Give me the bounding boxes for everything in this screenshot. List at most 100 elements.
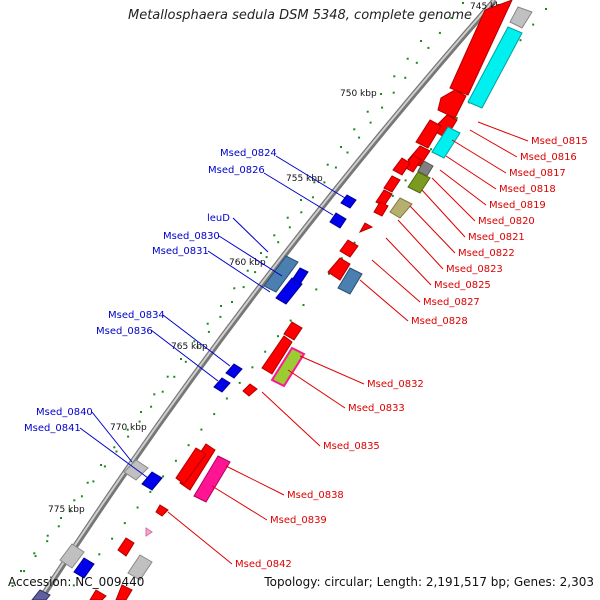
gc-dot	[326, 163, 329, 166]
gene-arrow[interactable]	[389, 197, 413, 219]
gene-label[interactable]: Msed_0831	[152, 246, 209, 257]
gene-arrow[interactable]	[383, 175, 401, 193]
gc-dot	[92, 480, 95, 483]
gene-arrow[interactable]	[437, 89, 467, 119]
gene-arrow[interactable]	[339, 239, 359, 258]
gene-arrow[interactable]	[283, 321, 303, 341]
gene-arrow[interactable]	[193, 455, 231, 503]
leader-line	[211, 485, 268, 521]
tick-label: 765 kbp	[171, 342, 208, 352]
gc-dot	[286, 216, 289, 219]
gc-dot	[340, 146, 342, 148]
gene-label[interactable]: Msed_0827	[423, 297, 480, 308]
gc-dot	[69, 510, 72, 513]
gene-label[interactable]: Msed_0825	[434, 280, 491, 291]
gene-arrow[interactable]	[373, 201, 389, 217]
gc-dot	[545, 8, 547, 10]
gene-label[interactable]: Msed_0816	[520, 152, 577, 163]
gc-dot	[450, 17, 453, 19]
gene-arrow[interactable]	[392, 157, 411, 176]
gene-arrow[interactable]	[145, 527, 153, 537]
gene-arrow[interactable]	[59, 543, 85, 569]
gene-arrow[interactable]	[263, 255, 299, 293]
gene-arrow[interactable]	[327, 257, 351, 281]
gc-dot	[315, 288, 318, 291]
gene-arrow[interactable]	[275, 277, 303, 305]
gc-dot	[23, 570, 26, 573]
leader-line	[385, 237, 432, 286]
gc-dot	[173, 375, 176, 378]
gene-arrow[interactable]	[141, 471, 163, 491]
gene-arrow[interactable]	[155, 504, 169, 517]
gene-arrow[interactable]	[31, 589, 51, 600]
gene-label[interactable]: Msed_0817	[509, 168, 566, 179]
gc-dot	[353, 241, 356, 244]
gc-dot	[404, 179, 407, 182]
gene-arrow[interactable]	[123, 459, 149, 481]
gc-dot	[46, 534, 49, 537]
gc-dot	[140, 411, 142, 413]
gene-label[interactable]: Msed_0819	[489, 200, 546, 211]
leader-line	[261, 391, 321, 447]
gene-arrow[interactable]	[73, 557, 95, 579]
gc-dot	[115, 450, 118, 453]
gc-dot	[60, 517, 62, 519]
gene-label[interactable]: Msed_0836	[96, 326, 153, 337]
gene-arrow[interactable]	[242, 383, 258, 397]
gc-dot	[220, 305, 222, 307]
gc-dot	[207, 330, 210, 333]
gene-arrow[interactable]	[449, 0, 513, 96]
gene-label[interactable]: Msed_0842	[235, 559, 292, 570]
gc-dot	[311, 196, 314, 199]
gene-label[interactable]: Msed_0838	[287, 490, 344, 501]
gc-dot	[162, 475, 165, 478]
gc-dot	[438, 31, 441, 34]
gene-arrow[interactable]	[175, 447, 207, 485]
gene-arrow[interactable]	[115, 584, 133, 600]
label-leader-lines	[79, 121, 529, 565]
gene-label[interactable]: Msed_0841	[24, 423, 81, 434]
gene-label[interactable]: Msed_0823	[446, 264, 503, 275]
gene-arrow[interactable]	[89, 589, 107, 600]
gene-label[interactable]: leuD	[207, 213, 230, 224]
gene-label[interactable]: Msed_0818	[499, 184, 556, 195]
gene-arrow[interactable]	[358, 222, 374, 234]
gene-arrow[interactable]	[117, 537, 135, 557]
map-title: Metallosphaera sedula DSM 5348, complete…	[127, 8, 473, 23]
gene-arrow[interactable]	[509, 6, 533, 29]
gene-label[interactable]: Msed_0828	[411, 316, 468, 327]
tick-label: 770 kbp	[110, 423, 147, 433]
gene-arrow[interactable]	[415, 119, 442, 149]
gc-dot	[233, 287, 236, 290]
gene-arrow[interactable]	[337, 267, 363, 295]
gc-dot	[246, 269, 249, 272]
gene-label[interactable]: Msed_0840	[36, 407, 93, 418]
gene-label[interactable]: Msed_0832	[367, 379, 424, 390]
gene-arrow[interactable]	[213, 377, 231, 393]
gene-arrow[interactable]	[329, 212, 347, 229]
gene-label[interactable]: Msed_0826	[208, 165, 265, 176]
gene-label[interactable]: Msed_0830	[163, 231, 220, 242]
gene-arrow[interactable]	[467, 26, 523, 109]
gene-label[interactable]: Msed_0821	[468, 232, 525, 243]
gc-dot	[166, 375, 169, 378]
gene-arrow[interactable]	[261, 335, 293, 375]
gene-label[interactable]: Msed_0824	[220, 148, 277, 159]
gene-label[interactable]: Msed_0822	[458, 248, 515, 259]
gc-dot	[213, 413, 216, 416]
gene-label[interactable]: Msed_0839	[270, 515, 327, 526]
gc-dot	[300, 211, 303, 214]
gene-arrow[interactable]	[127, 554, 153, 581]
gene-arrow[interactable]	[270, 346, 306, 388]
gene-label[interactable]: Msed_0835	[323, 441, 380, 452]
gene-arrow[interactable]	[407, 171, 431, 194]
gene-arrow[interactable]	[431, 126, 461, 159]
gene-label[interactable]: Msed_0820	[478, 216, 535, 227]
gene-label[interactable]: Msed_0834	[108, 310, 165, 321]
gene-label[interactable]: Msed_0833	[348, 403, 405, 414]
gene-label[interactable]: Msed_0815	[531, 136, 588, 147]
tick-label: 760 kbp	[229, 258, 266, 268]
gene-arrow[interactable]	[225, 363, 243, 379]
